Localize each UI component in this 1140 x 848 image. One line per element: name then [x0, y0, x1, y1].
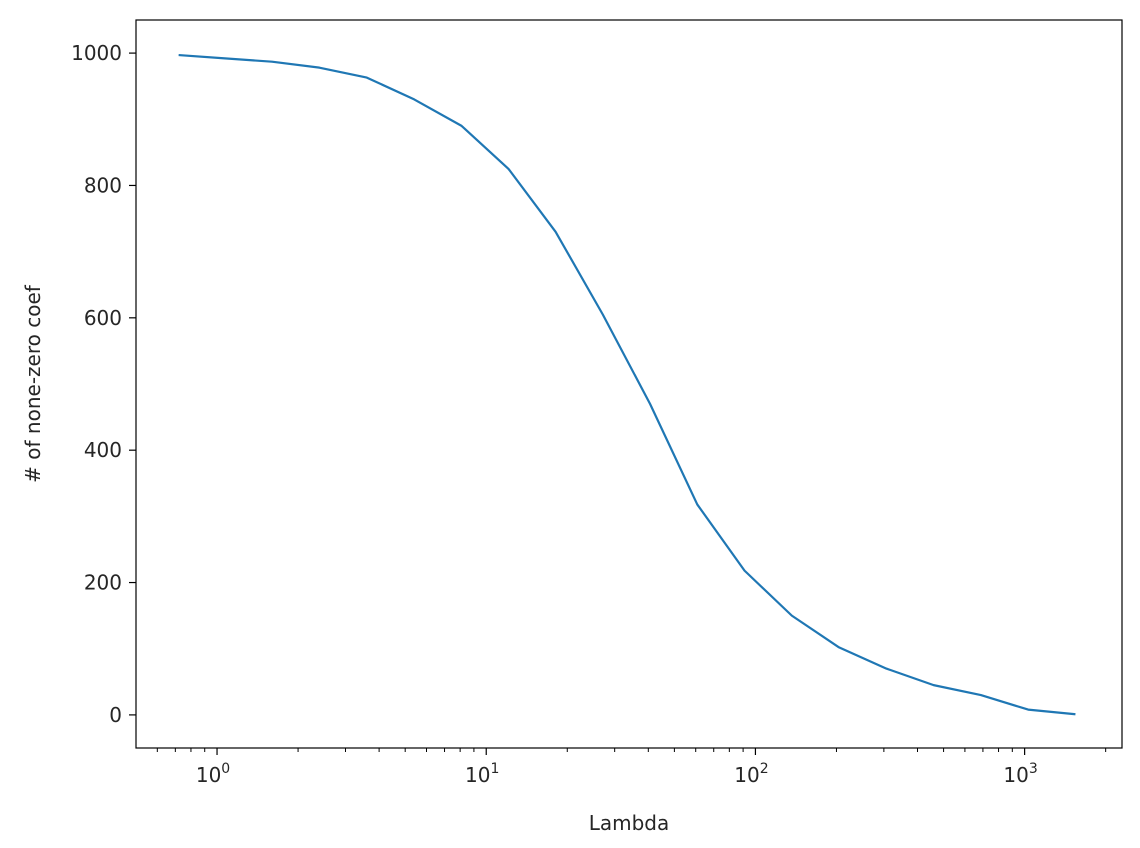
- y-tick-label: 400: [84, 438, 122, 462]
- series-line: [178, 53, 1076, 716]
- x-tick-label: 103: [1003, 761, 1037, 787]
- x-axis-title: Lambda: [589, 811, 670, 835]
- x-minor-ticks: [156, 748, 1107, 752]
- x-axis-ticks: 100 101 102 103: [196, 748, 1038, 787]
- y-axis-ticks: 0 200 400 600 800 1000: [71, 41, 136, 727]
- y-tick-label: 600: [84, 306, 122, 330]
- x-tick-label: 101: [465, 761, 499, 787]
- y-tick-label: 1000: [71, 41, 122, 65]
- y-tick-label: 800: [84, 173, 122, 197]
- x-tick-label: 100: [196, 761, 230, 787]
- plot-frame: [135, 19, 1123, 749]
- y-tick-label: 200: [84, 571, 122, 595]
- y-tick-label: 0: [109, 703, 122, 727]
- y-axis-title: # of none-zero coef: [21, 284, 45, 483]
- x-tick-label: 102: [734, 761, 768, 787]
